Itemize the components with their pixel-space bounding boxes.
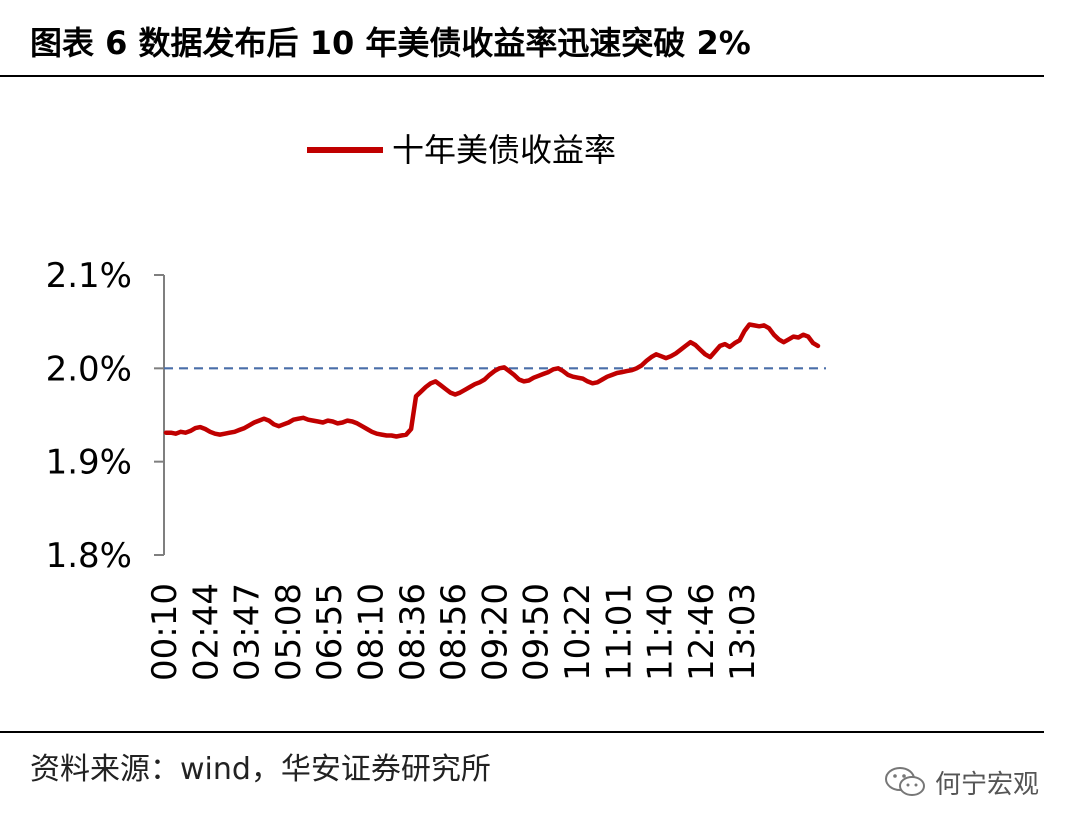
watermark: 何宁宏观 [883, 762, 1039, 802]
line-chart: 十年美债收益率 2.1% 2.0% 1.9% 1.8% 00:10 02:44 03:47… [46, 131, 826, 681]
plot-area [163, 322, 826, 439]
watermark-text: 何宁宏观 [935, 769, 1040, 800]
x-axis-ticks: 00:10 02:44 03:47 05:08 06:55 08:10 08:36 08:56… [145, 583, 763, 681]
legend-label: 十年美债收益率 [392, 131, 616, 169]
y-tick-label: 1.9% [46, 443, 132, 483]
x-tick-label: 03:47 [228, 583, 268, 681]
x-tick-label: 10:22 [558, 583, 598, 681]
x-tick-label: 09:20 [475, 583, 515, 681]
x-tick-label: 09:50 [517, 583, 557, 681]
y-tick-label: 2.0% [46, 349, 132, 389]
x-tick-label: 08:36 [393, 583, 433, 681]
wechat-icon [885, 767, 925, 796]
x-tick-label: 02:44 [186, 583, 226, 681]
y-tick-label: 1.8% [46, 536, 132, 576]
x-tick-label: 00:10 [145, 583, 185, 681]
x-tick-label: 05:08 [269, 583, 309, 681]
x-tick-label: 11:01 [599, 583, 639, 681]
x-tick-label: 12:46 [682, 583, 722, 681]
source-divider [0, 731, 1044, 733]
chart-axes [154, 274, 165, 556]
x-tick-label: 08:56 [434, 583, 474, 681]
source-note: 资料来源：wind，华安证券研究所 [30, 752, 491, 787]
x-tick-label: 08:10 [352, 583, 392, 681]
x-tick-label: 11:40 [641, 583, 681, 681]
figure-title: 图表 6 数据发布后 10 年美债收益率迅速突破 2% [30, 24, 751, 62]
series-line-10y-treasury-yield [163, 322, 821, 439]
y-tick-label: 2.1% [46, 256, 132, 296]
x-tick-label: 13:03 [723, 583, 763, 681]
title-divider [0, 75, 1044, 77]
y-axis-ticks: 2.1% 2.0% 1.9% 1.8% [46, 256, 132, 576]
x-tick-label: 06:55 [310, 583, 350, 681]
chart-legend: 十年美债收益率 [307, 131, 616, 169]
